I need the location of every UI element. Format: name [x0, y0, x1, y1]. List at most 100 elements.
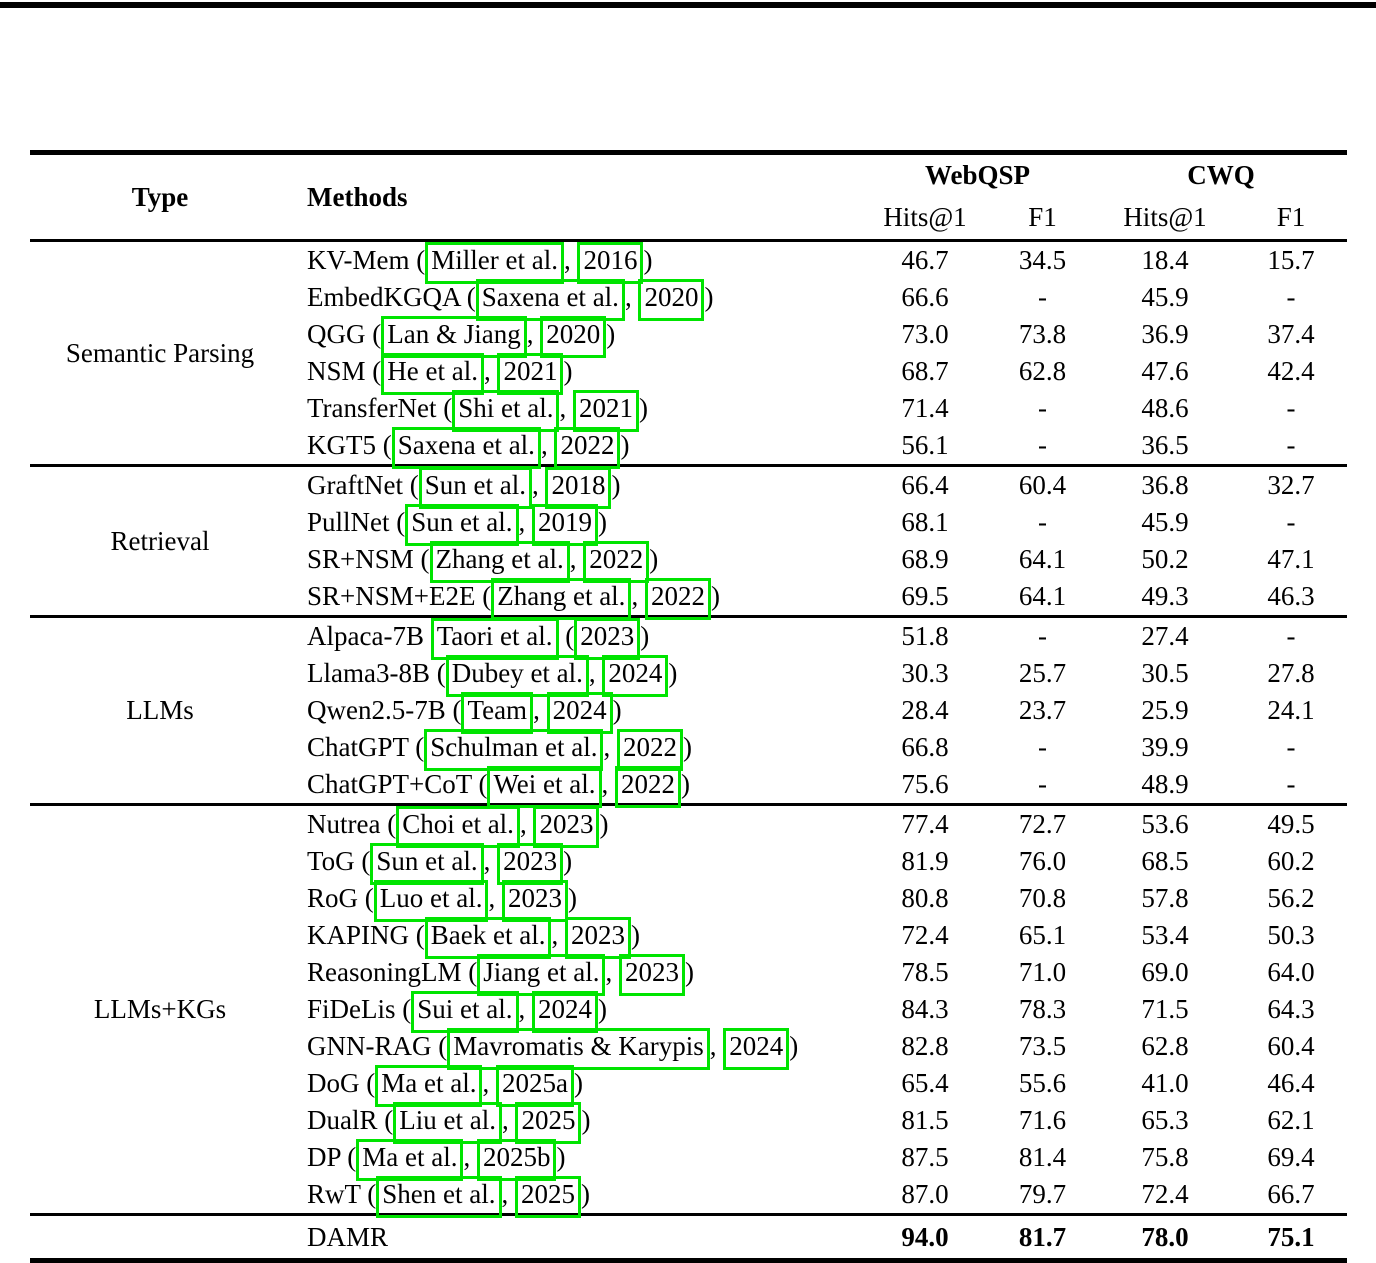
citation-year-link[interactable]: 2020 [540, 316, 607, 358]
citation-author-link[interactable]: He et al. [381, 353, 484, 395]
citation-year-link[interactable]: 2025 [515, 1176, 581, 1218]
metric-cell: 56.2 [1267, 883, 1315, 913]
citation-separator: , [631, 581, 645, 611]
citation-separator: , [463, 1142, 477, 1172]
citation-year-link[interactable]: 2025a [495, 1065, 574, 1107]
metric-cell: - [1038, 769, 1047, 799]
citation-author-link[interactable]: Sun et al. [418, 467, 532, 509]
citation-year-link[interactable]: 2023 [501, 880, 568, 922]
method-name: Alpaca-7B [307, 621, 431, 651]
metric-cell: 49.5 [1267, 809, 1315, 839]
metric-cell: 65.3 [1141, 1105, 1189, 1135]
results-table-container: Type Methods WebQSP CWQ Hits@1 F1 Hits@1… [30, 150, 1347, 1263]
citation-author-link[interactable]: Lan & Jiang [381, 316, 527, 358]
table-row: DP (Ma et al., 2025b) 87.5 81.4 75.8 69.4 [30, 1139, 1347, 1181]
col-header-cwq: CWQ [1187, 160, 1255, 190]
citation-year-link[interactable]: 2022 [554, 427, 621, 469]
citation-year-link[interactable]: 2024 [546, 692, 613, 734]
citation-year-link[interactable]: 2020 [638, 279, 705, 321]
citation-author-link[interactable]: Sun et al. [405, 504, 519, 546]
col-subheader-cwq-f1: F1 [1276, 202, 1306, 232]
citation-year-link[interactable]: 2023 [497, 843, 564, 885]
metric-cell: 32.7 [1267, 470, 1315, 500]
method-name: PullNet ( [307, 507, 406, 537]
col-header-type: Type [131, 182, 189, 212]
citation-year-link[interactable]: 2022 [644, 578, 711, 620]
method-cell: DualR (Liu et al., 2025) [290, 1102, 860, 1144]
citation-author-link[interactable]: Luo et al. [373, 880, 489, 922]
citation-author-link[interactable]: Jiang et al. [477, 954, 606, 996]
citation-year-link[interactable]: 2024 [602, 655, 669, 697]
metric-cell: 64.0 [1267, 957, 1315, 987]
method-name: GNN-RAG ( [307, 1031, 448, 1061]
citation-year-link[interactable]: 2025 [515, 1102, 582, 1144]
citation-separator: , [526, 319, 541, 349]
method-cell: SR+NSM (Zhang et al., 2022) [290, 541, 860, 583]
citation-author-link[interactable]: Schulman et al. [424, 729, 604, 771]
method-suffix: ) [611, 470, 621, 500]
citation-year-link[interactable]: 2019 [532, 504, 598, 546]
citation-author-link[interactable]: Zhang et al. [429, 541, 570, 583]
method-name: KGT5 ( [307, 430, 392, 460]
citation-year-link[interactable]: 2022 [615, 766, 682, 808]
citation-year-link[interactable]: 2022 [583, 541, 650, 583]
method-suffix: ) [573, 1068, 583, 1098]
citation-author-link[interactable]: Shi et al. [452, 390, 560, 432]
citation-author-link[interactable]: Saxena et al. [475, 279, 625, 321]
metric-cell: 72.4 [901, 920, 949, 950]
method-name: Llama3-8B ( [307, 658, 446, 688]
citation-author-link[interactable]: Choi et al. [396, 806, 520, 848]
citation-year-link[interactable]: 2024 [723, 1028, 790, 1070]
metric-cell: 37.4 [1267, 319, 1315, 349]
citation-author-link[interactable]: Sun et al. [370, 843, 484, 885]
table-row: Llama3-8B (Dubey et al., 2024) 30.3 25.7 30… [30, 655, 1347, 697]
citation-year-link[interactable]: 2023 [533, 806, 600, 848]
citation-author-link[interactable]: Sui et al. [411, 991, 519, 1033]
method-name: KV-Mem ( [307, 245, 426, 275]
citation-author-link[interactable]: Baek et al. [424, 917, 552, 959]
metric-cell: 25.7 [1018, 658, 1067, 688]
citation-author-link[interactable]: Dubey et al. [445, 655, 589, 697]
citation-author-link[interactable]: Miller et al. [425, 242, 564, 284]
metric-cell: 45.9 [1141, 507, 1189, 537]
metric-cell: 15.7 [1267, 245, 1315, 275]
metric-cell: 23.7 [1018, 695, 1067, 725]
method-cell: Llama3-8B (Dubey et al., 2024) [290, 655, 860, 697]
metric-cell: 87.0 [901, 1179, 949, 1209]
citation-year-link[interactable]: 2022 [616, 729, 683, 771]
col-header-webqsp: WebQSP [924, 160, 1031, 190]
citation-author-link[interactable]: Liu et al. [393, 1102, 502, 1144]
citation-author-link[interactable]: Saxena et al. [391, 427, 541, 469]
results-table: Type Methods WebQSP CWQ Hits@1 F1 Hits@1… [30, 150, 1347, 1263]
citation-year-link[interactable]: 2016 [577, 242, 644, 284]
citation-author-link[interactable]: Team [461, 692, 534, 734]
citation-year-link[interactable]: 2024 [532, 991, 598, 1033]
citation-year-link[interactable]: 2021 [572, 390, 639, 432]
citation-year-link[interactable]: 2023 [574, 618, 641, 660]
citation-author-link[interactable]: Zhang et al. [491, 578, 632, 620]
citation-author-link[interactable]: Taori et al. [430, 618, 559, 660]
method-cell: DoG (Ma et al., 2025a) [290, 1065, 860, 1107]
citation-year-link[interactable]: 2018 [545, 467, 612, 509]
method-suffix: ) [640, 621, 650, 651]
method-cell: ChatGPT+CoT (Wei et al., 2022) [290, 766, 860, 808]
group-retrieval: Retrieval GraftNet (Sun et al., 2018) 66.4… [30, 465, 1347, 620]
citation-separator: , [483, 846, 498, 876]
method-cell: ToG (Sun et al., 2023) [290, 843, 860, 885]
citation-author-link[interactable]: Ma et al. [375, 1065, 483, 1107]
metric-cell: 36.5 [1141, 430, 1189, 460]
citation-year-link[interactable]: 2025b [476, 1139, 557, 1181]
metric-cell: - [1038, 732, 1047, 762]
citation-year-link[interactable]: 2021 [497, 353, 564, 395]
citation-year-link[interactable]: 2023 [618, 954, 685, 996]
citation-author-link[interactable]: Ma et al. [356, 1139, 464, 1181]
citation-year-link[interactable]: 2023 [564, 917, 631, 959]
method-name: ReasoningLM ( [307, 957, 478, 987]
metric-cell: 50.2 [1141, 544, 1189, 574]
citation-author-link[interactable]: Wei et al. [487, 766, 602, 808]
citation-separator: , [483, 356, 498, 386]
metric-cell: 69.5 [901, 581, 949, 611]
citation-author-link[interactable]: Shen et al. [376, 1176, 502, 1218]
citation-author-link[interactable]: Mavromatis & Karypis [447, 1028, 710, 1070]
